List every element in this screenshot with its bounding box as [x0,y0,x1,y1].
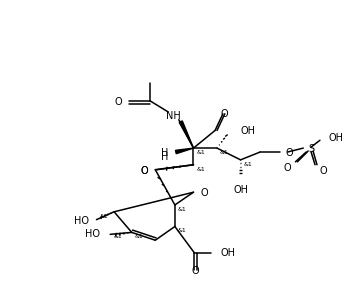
Text: OH: OH [233,185,248,195]
Text: &1: &1 [244,162,252,167]
Text: &1: &1 [114,234,123,239]
Text: &1: &1 [99,214,108,219]
Text: O: O [114,97,122,107]
Text: H: H [161,148,168,158]
Text: O: O [141,166,149,176]
Text: &1: &1 [220,150,229,155]
Text: O: O [192,266,199,275]
Polygon shape [176,148,194,154]
Polygon shape [179,121,194,148]
Text: NH: NH [166,111,180,121]
Text: O: O [320,166,328,176]
Text: O: O [284,163,291,173]
Text: OH: OH [221,248,236,258]
Text: O: O [286,148,293,158]
Text: O: O [141,166,149,176]
Text: &1: &1 [178,229,187,233]
Text: O: O [220,109,228,119]
Text: S: S [308,144,314,154]
Text: O: O [200,188,208,198]
Text: H: H [161,152,168,162]
Text: &1: &1 [196,150,205,155]
Text: HO: HO [85,230,100,239]
Text: &1: &1 [196,167,205,172]
Text: HO: HO [74,216,88,226]
Text: &1: &1 [178,207,187,212]
Text: &1: &1 [135,234,143,239]
Text: OH: OH [240,126,255,136]
Text: OH: OH [329,133,344,143]
